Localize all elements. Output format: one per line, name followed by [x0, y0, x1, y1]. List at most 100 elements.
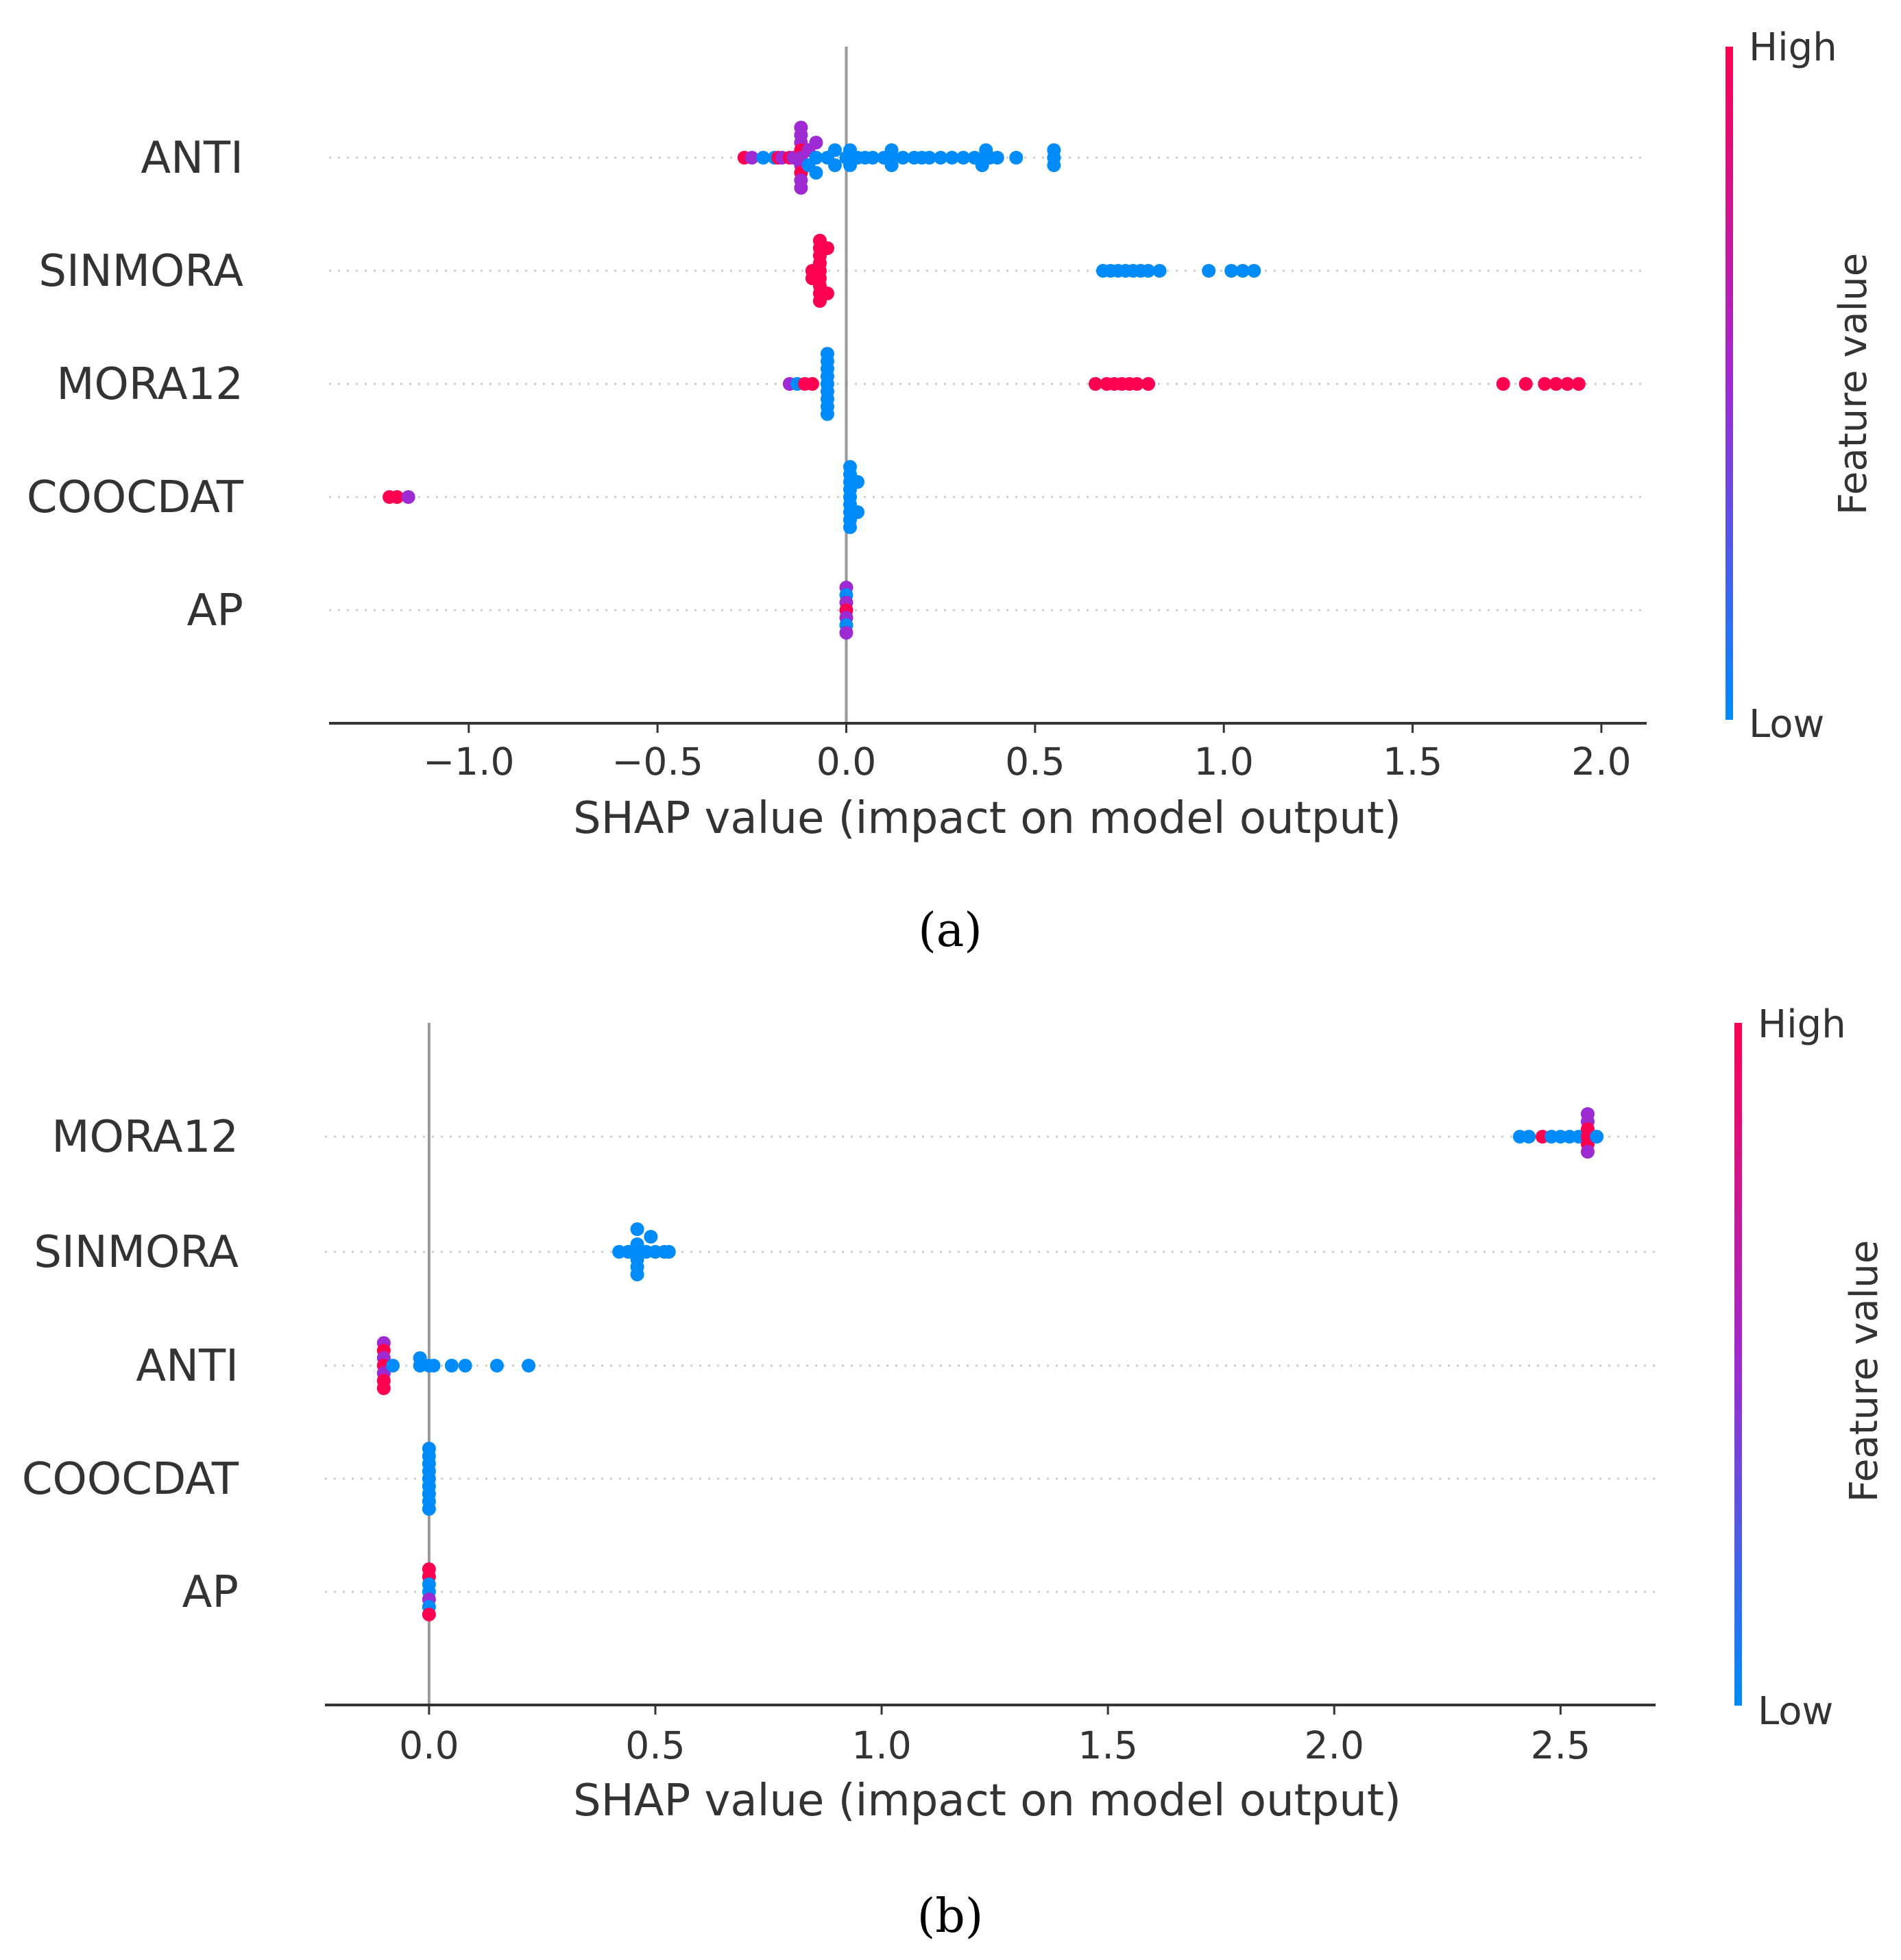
panel-b: 0.0 0.5 1.0 1.5 2.0 2.5 MORA12 SINMORA ANTI COOC… [22, 1002, 1887, 1944]
shap-point [809, 166, 823, 180]
shap-point [1235, 264, 1250, 278]
x-tick-label: 2.0 [1571, 740, 1631, 784]
shap-point [851, 475, 865, 489]
panel-b-points [376, 1107, 1604, 1621]
shap-point [1202, 264, 1216, 278]
panel-a-colorbar [1726, 47, 1733, 720]
feature-label: AP [182, 1567, 239, 1618]
panel-b-caption: (b) [917, 1889, 984, 1944]
x-tick-label: 0.5 [1005, 740, 1065, 784]
shap-point [1549, 377, 1563, 391]
x-tick-label: −1.0 [423, 740, 515, 784]
shap-point [945, 151, 959, 165]
shap-point [884, 158, 899, 172]
shap-point [630, 1268, 644, 1281]
feature-label: ANTI [136, 1341, 239, 1392]
shap-point [843, 520, 857, 534]
shap-point [794, 181, 808, 195]
shap-point [884, 143, 899, 157]
shap-point [1047, 158, 1061, 172]
shap-point [820, 241, 834, 255]
x-tick-label: 0.5 [625, 1723, 685, 1767]
shap-point [756, 151, 771, 165]
panel-a-colorbar-label: Feature value [1831, 253, 1876, 515]
shap-point [809, 151, 823, 165]
x-tick-label: 0.0 [816, 740, 876, 784]
panel-a-caption: (a) [918, 904, 982, 958]
x-tick-label: 1.0 [1194, 740, 1253, 784]
shap-point [990, 151, 1004, 165]
shap-point [386, 1359, 400, 1372]
shap-point [1130, 377, 1144, 391]
feature-label: ANTI [141, 133, 243, 184]
shap-point [839, 626, 853, 640]
panel-b-x-ticks: 0.0 0.5 1.0 1.5 2.0 2.5 [399, 1705, 1590, 1767]
shap-point [1247, 264, 1261, 278]
x-tick-label: 2.0 [1305, 1723, 1364, 1767]
feature-label: MORA12 [51, 1112, 239, 1163]
shap-point [809, 136, 823, 149]
shap-point [1088, 377, 1102, 391]
shap-point [422, 1608, 436, 1621]
feature-label: COOCDAT [22, 1454, 239, 1505]
shap-point [934, 151, 948, 165]
shap-point [401, 490, 415, 504]
shap-point [426, 1359, 441, 1372]
shap-point [1522, 1130, 1536, 1144]
feature-label: SINMORA [38, 246, 243, 297]
shap-point [1141, 377, 1156, 391]
shap-point [522, 1359, 536, 1372]
panel-a-x-ticks: −1.0 −0.5 0.0 0.5 1.0 1.5 2.0 [423, 723, 1632, 784]
shap-point [820, 407, 834, 421]
shap-point [1009, 151, 1024, 165]
shap-point [922, 151, 936, 165]
shap-point [1047, 143, 1061, 157]
shap-point [1580, 1145, 1595, 1159]
shap-point [805, 377, 819, 391]
panel-a-colorbar-low: Low [1749, 702, 1824, 747]
x-tick-label: 1.0 [851, 1723, 911, 1767]
panel-b-colorbar-label: Feature value [1842, 1240, 1887, 1502]
shap-point [390, 490, 404, 504]
shap-point [1152, 264, 1167, 278]
shap-point [630, 1222, 644, 1236]
panel-b-colorbar-low: Low [1758, 1689, 1833, 1734]
shap-point [805, 271, 819, 285]
x-tick-label: 1.5 [1078, 1723, 1137, 1767]
panel-b-x-axis-label: SHAP value (impact on model output) [573, 1776, 1401, 1826]
panel-a-feature-labels: ANTI SINMORA MORA12 COOCDAT AP [27, 133, 244, 636]
shap-point [489, 1359, 504, 1372]
shap-point [422, 1502, 436, 1516]
panel-b-colorbar-high: High [1758, 1002, 1846, 1047]
shap-point [744, 151, 759, 165]
shap-point [1571, 377, 1586, 391]
shap-point [376, 1381, 391, 1395]
panel-a-gridlines [329, 156, 1647, 612]
shap-point [1141, 264, 1156, 278]
shap-point [866, 151, 880, 165]
shap-point [444, 1359, 459, 1372]
shap-point [1560, 377, 1575, 391]
shap-point [956, 151, 971, 165]
shap-point [851, 505, 865, 519]
panel-b-feature-labels: MORA12 SINMORA ANTI COOCDAT AP [22, 1112, 239, 1618]
panel-a-x-axis-label: SHAP value (impact on model output) [573, 793, 1401, 844]
feature-label: AP [187, 585, 243, 636]
x-tick-label: 0.0 [399, 1723, 459, 1767]
shap-point [1590, 1130, 1604, 1144]
shap-point [827, 143, 842, 157]
shap-point [820, 287, 834, 300]
x-tick-label: 2.5 [1531, 1723, 1590, 1767]
shap-point [827, 158, 842, 172]
shap-point [896, 151, 910, 165]
feature-label: COOCDAT [27, 472, 244, 523]
feature-label: MORA12 [56, 359, 243, 410]
panel-b-colorbar [1734, 1023, 1742, 1706]
shap-point [662, 1245, 676, 1259]
x-tick-label: 1.5 [1383, 740, 1442, 784]
shap-point [458, 1359, 472, 1372]
shap-point [1496, 377, 1510, 391]
shap-point [1518, 377, 1533, 391]
shap-point [1224, 264, 1239, 278]
